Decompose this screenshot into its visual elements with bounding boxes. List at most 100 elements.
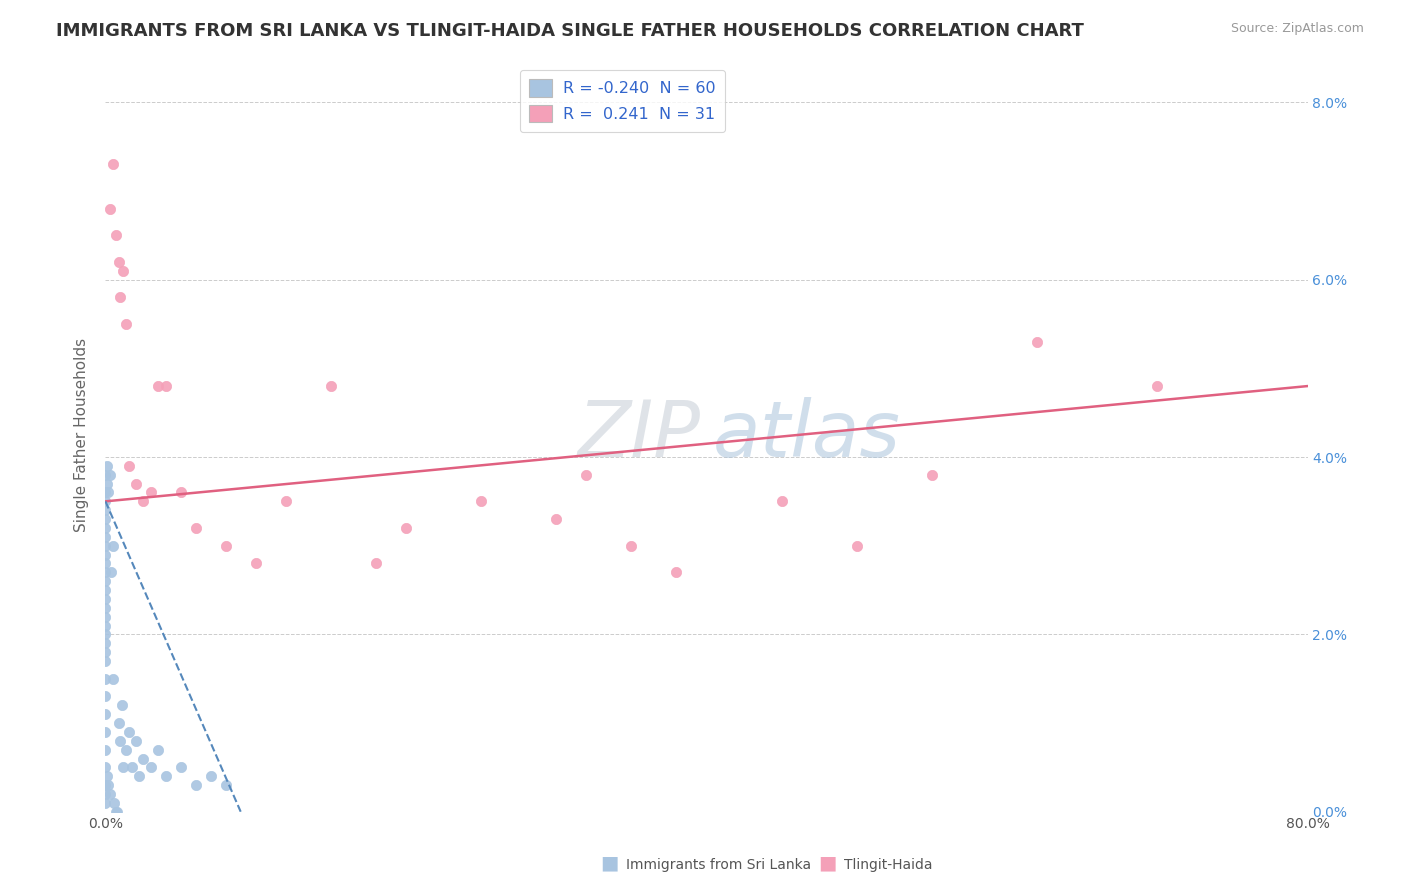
Point [1146,379,1168,393]
Point [98,202,121,216]
Text: ■: ■ [600,854,619,872]
Point [1026,334,1049,349]
Point [104,228,127,243]
Point [94,485,117,500]
Point [146,742,169,756]
Point [96,769,118,783]
Point [395,521,418,535]
Point [100,566,122,580]
Point [470,494,492,508]
Point [112,760,135,774]
Point [94,548,117,562]
Point [101,539,124,553]
Text: ■: ■ [818,854,837,872]
Point [184,521,207,535]
Point [319,379,342,393]
Point [155,769,177,783]
Point [111,698,134,713]
Point [214,778,236,792]
Point [94,539,117,553]
Point [770,494,793,508]
Text: atlas: atlas [713,397,900,473]
Point [94,582,117,597]
Text: Immigrants from Sri Lanka: Immigrants from Sri Lanka [626,858,811,872]
Point [101,157,124,171]
Point [620,539,643,553]
Point [94,636,117,650]
Point [104,805,127,819]
Point [94,654,117,668]
Point [94,521,117,535]
Point [155,379,177,393]
Point [94,600,117,615]
Point [845,539,868,553]
Point [94,645,117,659]
Point [546,512,568,526]
Point [665,566,688,580]
Point [94,778,117,792]
Point [98,787,121,801]
Point [94,627,117,641]
Point [94,618,117,632]
Point [94,574,117,589]
Point [96,458,118,473]
Point [94,494,117,508]
Point [101,672,124,686]
Point [128,769,150,783]
Point [184,778,207,792]
Point [118,458,141,473]
Point [124,476,146,491]
Point [245,557,267,571]
Point [96,476,118,491]
Point [94,512,117,526]
Point [169,485,191,500]
Text: Tlingit-Haida: Tlingit-Haida [844,858,932,872]
Point [132,751,155,765]
Point [132,494,155,508]
Point [94,690,117,704]
Point [139,485,162,500]
Text: IMMIGRANTS FROM SRI LANKA VS TLINGIT-HAIDA SINGLE FATHER HOUSEHOLDS CORRELATION : IMMIGRANTS FROM SRI LANKA VS TLINGIT-HAI… [56,22,1084,40]
Point [575,467,598,482]
Point [94,503,117,517]
Text: Source: ZipAtlas.com: Source: ZipAtlas.com [1230,22,1364,36]
Point [94,557,117,571]
Point [94,591,117,606]
Point [94,742,117,756]
Point [94,530,117,544]
Point [108,716,131,731]
Point [110,733,132,747]
Point [94,707,117,722]
Point [921,467,943,482]
Point [94,725,117,739]
Point [97,485,120,500]
Point [108,255,131,269]
Point [103,796,125,810]
Legend: R = -0.240  N = 60, R =  0.241  N = 31: R = -0.240 N = 60, R = 0.241 N = 31 [520,70,725,132]
Point [139,760,162,774]
Point [364,557,387,571]
Point [94,787,117,801]
Point [97,778,120,792]
Point [200,769,222,783]
Point [112,264,135,278]
Point [110,290,132,304]
Point [169,760,191,774]
Point [98,467,121,482]
Point [94,796,117,810]
Point [94,467,117,482]
Point [115,742,138,756]
Point [118,725,141,739]
Point [121,760,143,774]
Point [94,760,117,774]
Point [94,566,117,580]
Point [124,733,146,747]
Point [107,805,129,819]
Point [115,317,138,331]
Point [94,609,117,624]
Point [94,672,117,686]
Point [146,379,169,393]
Point [274,494,297,508]
Point [214,539,236,553]
Text: ZIP: ZIP [578,397,700,473]
